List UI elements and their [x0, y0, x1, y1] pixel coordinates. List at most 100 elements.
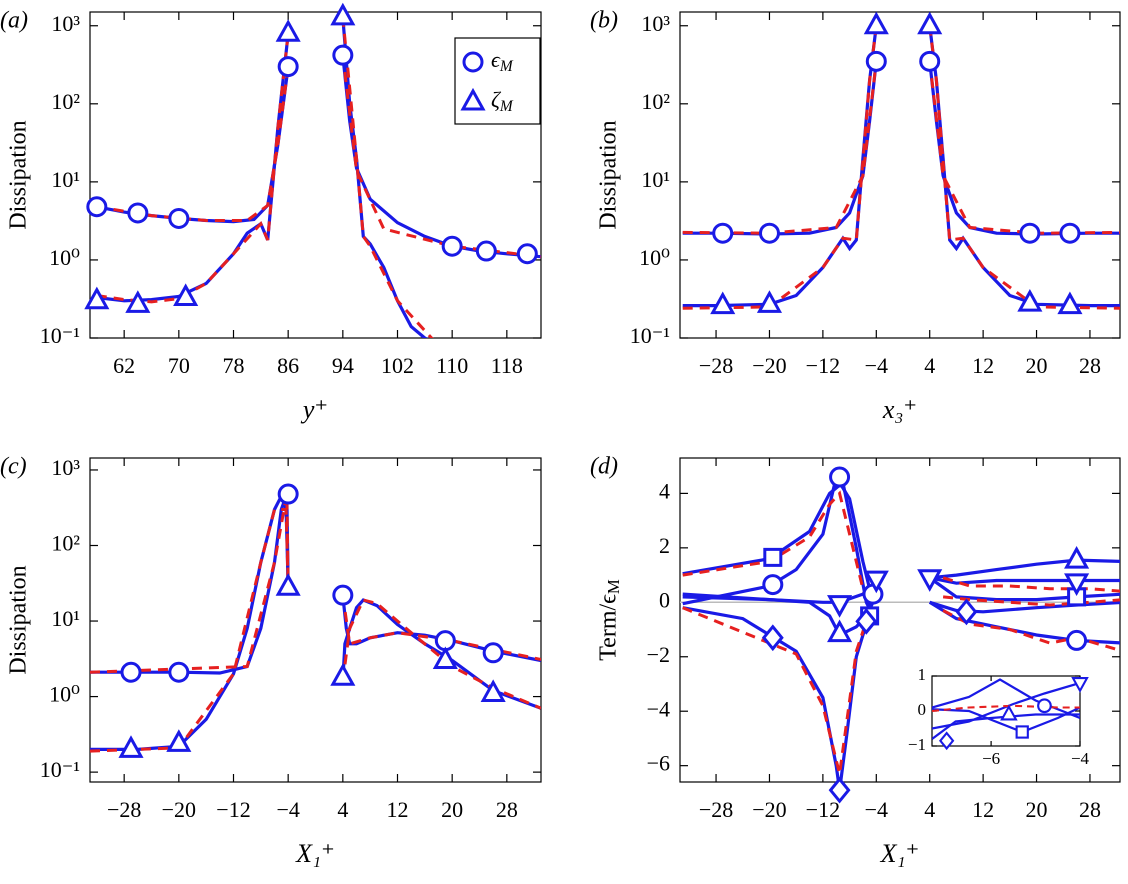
- marker-triangle-down: [1064, 573, 1090, 596]
- x-tick-label: −28: [699, 797, 733, 822]
- y-tick-label: 10⁰: [49, 682, 80, 707]
- marker-triangle-up: [710, 291, 736, 315]
- x-tick-label: 110: [436, 353, 468, 378]
- y-axis-label: Term/ϵM: [596, 579, 623, 661]
- x-tick-label: 78: [223, 353, 245, 378]
- y-tick-label: −6: [647, 751, 670, 776]
- x-axis-label: y⁺: [300, 395, 328, 424]
- plot-area: [89, 457, 542, 783]
- y-tick-label: 10⁻¹: [630, 323, 670, 348]
- marker-circle: [332, 44, 354, 66]
- y-tick-label: 10⁰: [49, 245, 80, 270]
- y-tick-label: −1: [908, 735, 926, 754]
- marker-circle: [762, 574, 784, 596]
- marker-triangle-down: [827, 595, 853, 618]
- marker-circle: [1019, 222, 1041, 244]
- marker-circle: [1059, 222, 1081, 244]
- x-tick-label: 28: [1079, 797, 1101, 822]
- panel-label: (d): [590, 454, 618, 480]
- x-tick-label: −4: [1071, 749, 1090, 768]
- x-tick-label: 4: [337, 797, 348, 822]
- panel-label: (c): [0, 454, 27, 480]
- marker-circle: [712, 222, 734, 244]
- marker-circle: [120, 661, 142, 683]
- marker-triangle-up: [173, 283, 199, 307]
- marker-diamond: [939, 731, 955, 751]
- plot-area: [679, 11, 1121, 339]
- marker-circle: [865, 50, 887, 72]
- marker-square: [1015, 725, 1029, 739]
- marker-triangle-up: [1017, 289, 1043, 312]
- x-tick-label: 12: [387, 797, 409, 822]
- marker-triangle-up: [1000, 704, 1018, 721]
- y-tick-label: 0: [659, 587, 670, 612]
- marker-circle: [516, 243, 538, 265]
- y-tick-label: 10³: [51, 11, 80, 36]
- marker-circle: [482, 642, 504, 664]
- marker-triangle-up: [330, 663, 356, 686]
- marker-triangle-up: [275, 573, 301, 596]
- marker-circle: [441, 235, 463, 257]
- marker-circle: [168, 207, 190, 229]
- x-axis-label: X₁⁺: [295, 839, 335, 868]
- y-tick-label: 10⁰: [639, 245, 670, 270]
- dashed-curve: [682, 61, 1120, 235]
- marker-triangle-up: [480, 679, 506, 702]
- x-tick-label: 28: [1079, 353, 1101, 378]
- y-tick-label: 10¹: [51, 167, 80, 192]
- inset: −6 −4 −1 0 1: [908, 665, 1090, 768]
- x-tick-label: 20: [1026, 353, 1048, 378]
- dashed-curve: [942, 595, 1120, 607]
- x-tick-label: 12: [972, 797, 994, 822]
- dashed-curve: [932, 704, 1080, 713]
- x-tick-label: 102: [381, 353, 414, 378]
- y-axis-label: Dissipation: [596, 120, 622, 229]
- y-tick-label: 1: [918, 665, 927, 684]
- panel-label: (b): [590, 8, 618, 34]
- x-tick-label: −20: [162, 797, 196, 822]
- x-tick-label: −12: [806, 797, 840, 822]
- x-tick-label: 118: [491, 353, 523, 378]
- marker-triangle-up: [166, 729, 192, 752]
- y-tick-label: 10²: [51, 531, 80, 556]
- y-tick-label: 10²: [51, 89, 80, 114]
- y-tick-label: 10³: [641, 11, 670, 36]
- y-tick-label: 2: [659, 533, 670, 558]
- x-tick-label: 12: [972, 353, 994, 378]
- x-tick-label: −12: [806, 353, 840, 378]
- y-tick-label: 4: [659, 478, 670, 503]
- x-tick-label: 20: [441, 797, 463, 822]
- x-tick-label: 4: [924, 797, 935, 822]
- marker-circle: [332, 584, 354, 606]
- marker-circle: [1066, 629, 1088, 651]
- marker-triangle-down: [917, 569, 943, 592]
- marker-triangle-up: [330, 2, 356, 26]
- marker-circle: [277, 483, 299, 505]
- marker-triangle-up: [756, 290, 783, 313]
- x-tick-label: 28: [496, 797, 518, 822]
- marker-triangle-up: [1057, 291, 1083, 315]
- x-tick-label: −4: [276, 797, 299, 822]
- y-tick-label: 0: [918, 700, 927, 719]
- y-tick-label: 10⁻¹: [40, 323, 80, 348]
- y-tick-label: 10³: [51, 455, 80, 480]
- curve: [932, 681, 1080, 730]
- x-tick-label: 20: [1026, 797, 1048, 822]
- marker-circle: [475, 240, 497, 262]
- x-tick-label: 62: [113, 353, 135, 378]
- x-tick-label: 70: [168, 353, 190, 378]
- marker-triangle-up: [863, 11, 889, 35]
- marker-triangle-up: [917, 11, 943, 35]
- marker-triangle-up: [432, 646, 458, 670]
- dashed-curve: [942, 576, 1120, 593]
- marker-circle: [1037, 698, 1052, 714]
- marker-triangle-up: [84, 286, 110, 310]
- marker-diamond: [828, 776, 851, 804]
- x-tick-label: −28: [699, 353, 733, 378]
- y-tick-label: 10²: [641, 89, 670, 114]
- panel: 62 70 78 86 94 102 110 118 10⁻¹ 10⁰ 10¹ 10² 10³ (a) Di…: [0, 2, 542, 424]
- marker-triangle-up: [125, 290, 151, 313]
- marker-circle: [919, 50, 941, 72]
